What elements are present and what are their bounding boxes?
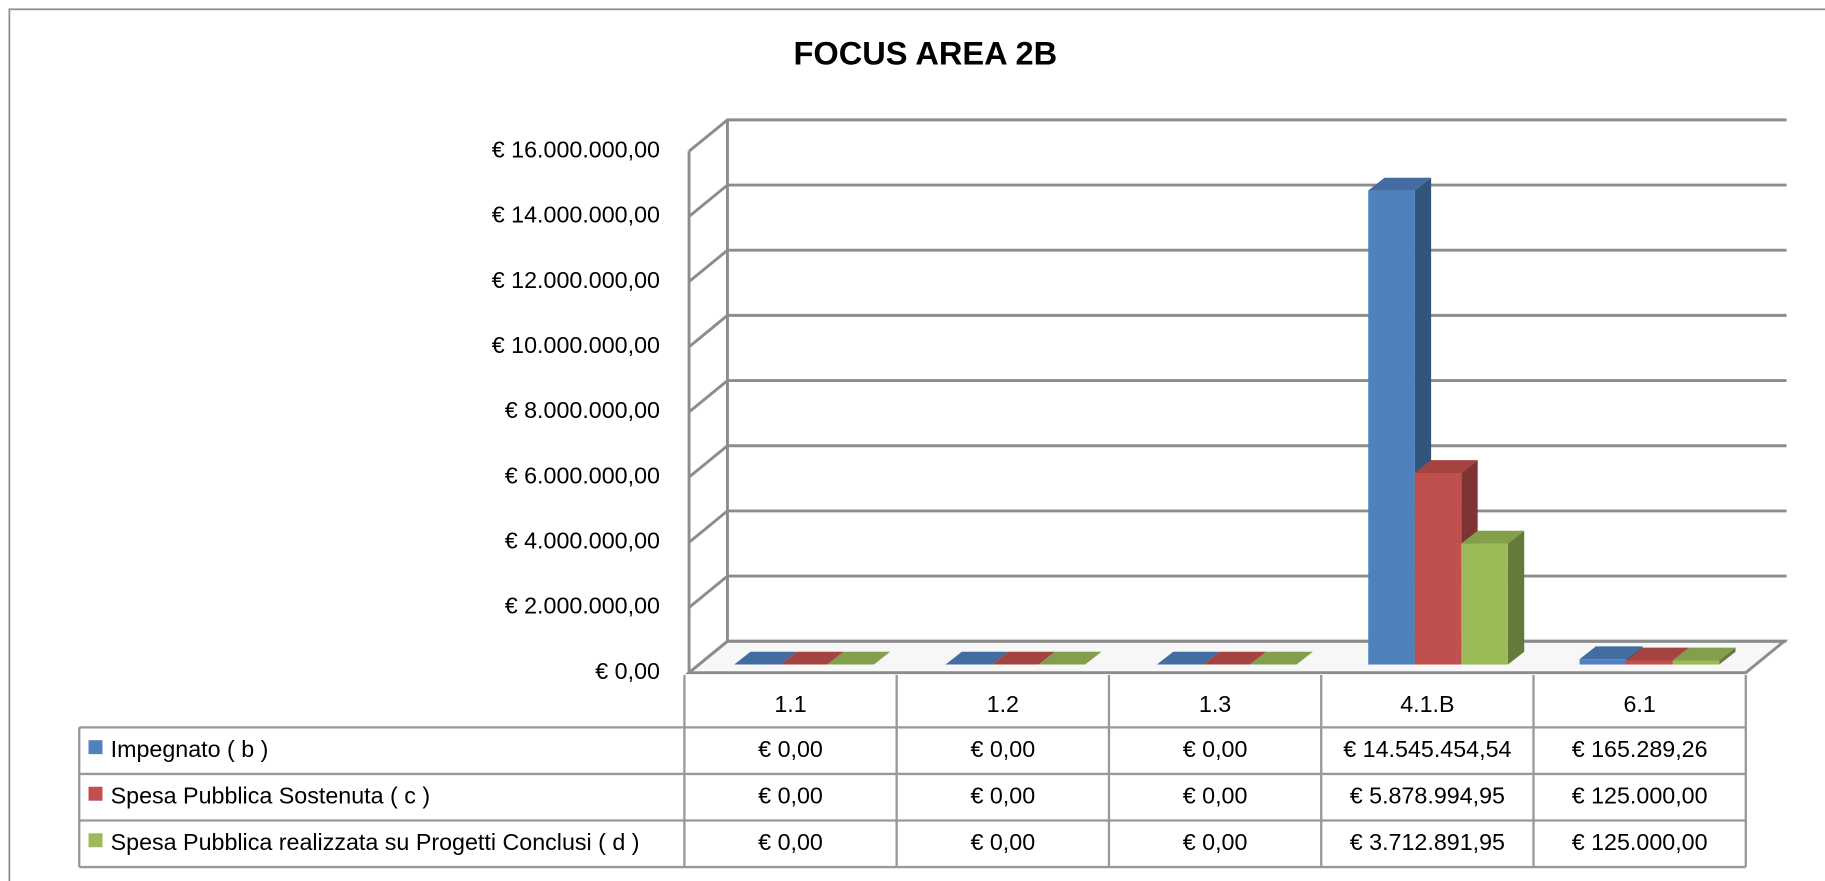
table-value: € 125.000,00 — [1572, 782, 1708, 808]
bar-top — [1203, 651, 1267, 665]
bar-top — [1038, 651, 1102, 665]
bar-side — [1719, 647, 1736, 665]
bar-top — [1250, 651, 1313, 665]
bar-top — [827, 651, 891, 665]
bar-top-shade — [1579, 646, 1643, 660]
grid-line — [688, 379, 1787, 414]
legend-label: Impegnato ( b ) — [111, 736, 269, 762]
bar — [1414, 472, 1462, 665]
bar-top — [1461, 530, 1525, 544]
grid-line — [688, 509, 1787, 544]
table-value: € 125.000,00 — [1572, 829, 1708, 855]
bar-top — [945, 651, 1009, 665]
bar-top — [992, 651, 1055, 665]
bar-side-shade — [1507, 530, 1525, 665]
legend-swatch — [88, 740, 103, 755]
bar — [1672, 660, 1720, 665]
bar — [1368, 190, 1415, 665]
x-tick-label: 1.2 — [987, 691, 1019, 717]
y-tick-label: € 14.000.000,00 — [492, 202, 660, 228]
bar — [1626, 660, 1673, 665]
x-tick-label: 1.1 — [774, 691, 806, 717]
y-tick-label: € 10.000.000,00 — [492, 332, 660, 358]
grid-line — [688, 118, 1787, 153]
bar-top-shade — [1250, 651, 1313, 665]
y-tick-label: € 0,00 — [595, 658, 660, 684]
y-tick-label: € 6.000.000,00 — [505, 462, 660, 488]
x-tick-label: 4.1.B — [1400, 691, 1454, 717]
bar-top — [1414, 460, 1478, 473]
y-tick-label: € 16.000.000,00 — [492, 136, 660, 162]
x-tick-label: 6.1 — [1623, 691, 1655, 717]
bar-top-shade — [1414, 460, 1478, 473]
bar-top — [1579, 646, 1643, 660]
grid-line — [688, 313, 1787, 348]
grid-line — [688, 574, 1787, 609]
x-tick-label: 1.3 — [1199, 691, 1231, 717]
bar-top-shade — [780, 651, 844, 665]
bar-top — [1368, 177, 1432, 191]
bar-top — [1156, 651, 1220, 665]
legend-label: Spesa Pubblica Sostenuta ( c ) — [111, 782, 430, 808]
table-value: € 165.289,26 — [1572, 736, 1708, 762]
chart-title: FOCUS AREA 2B — [793, 35, 1057, 71]
y-tick-label: € 2.000.000,00 — [505, 593, 660, 619]
table-value: € 0,00 — [758, 782, 823, 808]
table-value: € 0,00 — [1183, 829, 1248, 855]
bar-side — [1507, 530, 1525, 665]
bar-top-shade — [1368, 177, 1432, 191]
y-tick-label: € 12.000.000,00 — [492, 267, 660, 293]
legend-swatch — [88, 833, 103, 848]
table-value: € 14.545.454,54 — [1343, 736, 1511, 762]
table-value: € 5.878.994,95 — [1350, 782, 1505, 808]
bar-top — [734, 651, 798, 665]
legend-label: Spesa Pubblica realizzata su Progetti Co… — [111, 829, 640, 855]
grid-line — [688, 183, 1787, 218]
bar-top — [1626, 647, 1689, 661]
bar — [1579, 659, 1627, 665]
y-tick-label: € 8.000.000,00 — [505, 397, 660, 423]
bar — [1461, 543, 1508, 665]
grid-line — [688, 444, 1787, 479]
bar-top-shade — [992, 651, 1055, 665]
bar-top-shade — [1156, 651, 1220, 665]
bar-top-shade — [734, 651, 798, 665]
table-value: € 0,00 — [970, 829, 1035, 855]
table-value: € 0,00 — [758, 736, 823, 762]
y-tick-label: € 4.000.000,00 — [505, 527, 660, 553]
table-value: € 0,00 — [1183, 736, 1248, 762]
bar-top — [780, 651, 844, 665]
legend-swatch — [88, 786, 103, 801]
table-value: € 0,00 — [970, 782, 1035, 808]
bar-side-shade — [1719, 647, 1736, 665]
bar-top-shade — [827, 651, 891, 665]
bar-top-shade — [1203, 651, 1267, 665]
chart-frame — [8, 8, 1825, 881]
table-value: € 0,00 — [970, 736, 1035, 762]
bar-top-shade — [1038, 651, 1102, 665]
table-value: € 0,00 — [758, 829, 823, 855]
bar-top-shade — [1672, 647, 1736, 661]
bar-top-shade — [1626, 647, 1689, 661]
table-value: € 0,00 — [1183, 782, 1248, 808]
bar-top-shade — [1461, 530, 1525, 544]
table-value: € 3.712.891,95 — [1350, 829, 1505, 855]
bar-top — [1672, 647, 1736, 661]
bar-top-shade — [945, 651, 1009, 665]
grid-line — [688, 248, 1787, 283]
